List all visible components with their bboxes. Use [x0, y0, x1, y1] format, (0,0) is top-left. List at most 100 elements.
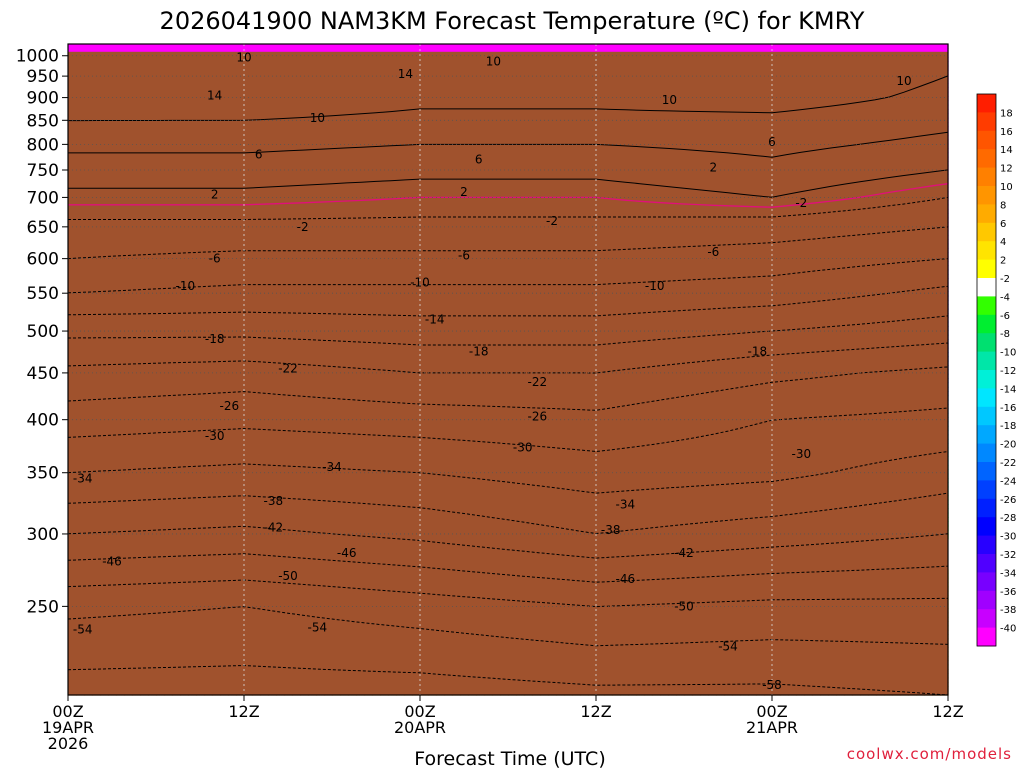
temperature-cell	[76, 44, 85, 49]
temperature-cell	[692, 48, 701, 54]
temperature-cell	[780, 44, 789, 49]
temperature-cell	[548, 44, 557, 49]
temperature-cell	[420, 48, 429, 54]
temperature-cell	[788, 48, 797, 54]
temperature-cell	[412, 48, 421, 54]
temperature-cell	[316, 48, 325, 54]
temperature-cell	[372, 48, 381, 54]
temperature-cell	[476, 48, 485, 54]
temperature-cell	[148, 48, 157, 54]
temperature-cell	[788, 44, 797, 49]
temperature-cell	[492, 48, 501, 54]
temperature-cell	[860, 48, 869, 54]
temperature-cell	[508, 48, 517, 54]
temperature-cell	[852, 44, 861, 49]
temperature-cell	[244, 44, 253, 49]
temperature-cell	[476, 44, 485, 49]
temperature-cell	[140, 48, 149, 54]
temperature-cell	[268, 48, 277, 54]
temperature-cell	[716, 44, 725, 49]
temperature-cell	[844, 44, 853, 49]
temperature-cell	[364, 48, 373, 54]
temperature-cell	[244, 48, 253, 54]
temperature-cell	[884, 44, 893, 49]
temperature-cell	[436, 44, 445, 49]
temperature-cell	[540, 48, 549, 54]
temperature-cell	[540, 44, 549, 49]
temperature-cell	[652, 48, 661, 54]
temperature-cell	[76, 48, 85, 54]
temperature-cell	[156, 44, 165, 49]
temperature-cell	[340, 48, 349, 54]
temperature-cell	[308, 48, 317, 54]
temperature-cell	[100, 44, 109, 49]
temperature-cell	[508, 44, 517, 49]
temperature-cell	[580, 44, 589, 49]
plot-area: -58-54 -54-54-50-50-46-46-46-42-42-38-38-…	[16, 43, 964, 753]
temperature-cell	[500, 44, 509, 49]
temperature-cell	[444, 44, 453, 49]
temperature-cell	[420, 44, 429, 49]
temperature-cell	[876, 48, 885, 54]
temperature-cell	[92, 48, 101, 54]
temperature-cell	[268, 44, 277, 49]
temperature-cell	[372, 44, 381, 49]
temperature-cell	[276, 44, 285, 49]
temperature-cell	[732, 48, 741, 54]
temperature-cell	[660, 48, 669, 54]
temperature-cell	[748, 48, 757, 54]
temperature-cell	[332, 48, 341, 54]
temperature-cell	[132, 44, 141, 49]
temperature-cell	[356, 48, 365, 54]
temperature-cell	[180, 44, 189, 49]
temperature-cell	[228, 44, 237, 49]
temperature-cell	[164, 48, 173, 54]
temperature-cell	[252, 48, 261, 54]
temperature-cell	[940, 48, 949, 54]
temperature-cell	[620, 48, 629, 54]
temperature-cell	[932, 48, 941, 54]
temperature-cell	[700, 44, 709, 49]
temperature-cell	[644, 48, 653, 54]
temperature-cell	[236, 48, 245, 54]
temperature-cell	[460, 44, 469, 49]
temperature-cell	[404, 44, 413, 49]
temperature-cell	[316, 44, 325, 49]
temperature-cell	[452, 48, 461, 54]
temperature-cell	[852, 48, 861, 54]
temperature-cell	[860, 44, 869, 49]
temperature-cell	[468, 44, 477, 49]
temperature-cell	[284, 48, 293, 54]
temperature-cell	[436, 48, 445, 54]
temperature-cell	[636, 48, 645, 54]
temperature-cell	[524, 48, 533, 54]
temperature-cell	[460, 48, 469, 54]
temperature-cell	[468, 48, 477, 54]
temperature-cell	[892, 44, 901, 49]
temperature-cell	[604, 48, 613, 54]
temperature-cell	[932, 44, 941, 49]
temperature-cell	[180, 48, 189, 54]
temperature-cell	[204, 48, 213, 54]
temperature-cell	[660, 44, 669, 49]
temperature-cell	[356, 44, 365, 49]
temperature-cell	[740, 44, 749, 49]
temperature-cell	[220, 44, 229, 49]
temperature-cell	[700, 48, 709, 54]
temperature-cell	[924, 44, 933, 49]
temperature-cell	[380, 44, 389, 49]
temperature-cell	[812, 48, 821, 54]
temperature-cell	[300, 44, 309, 49]
temperature-cell	[836, 48, 845, 54]
temperature-cell	[868, 48, 877, 54]
temperature-cell	[868, 44, 877, 49]
temperature-cell	[452, 44, 461, 49]
temperature-cell	[324, 44, 333, 49]
temperature-cell	[84, 48, 93, 54]
temperature-cell	[172, 48, 181, 54]
temperature-cell	[500, 48, 509, 54]
temperature-cell	[820, 44, 829, 49]
temperature-cell	[492, 44, 501, 49]
temperature-cell	[772, 48, 781, 54]
temperature-cell	[884, 48, 893, 54]
